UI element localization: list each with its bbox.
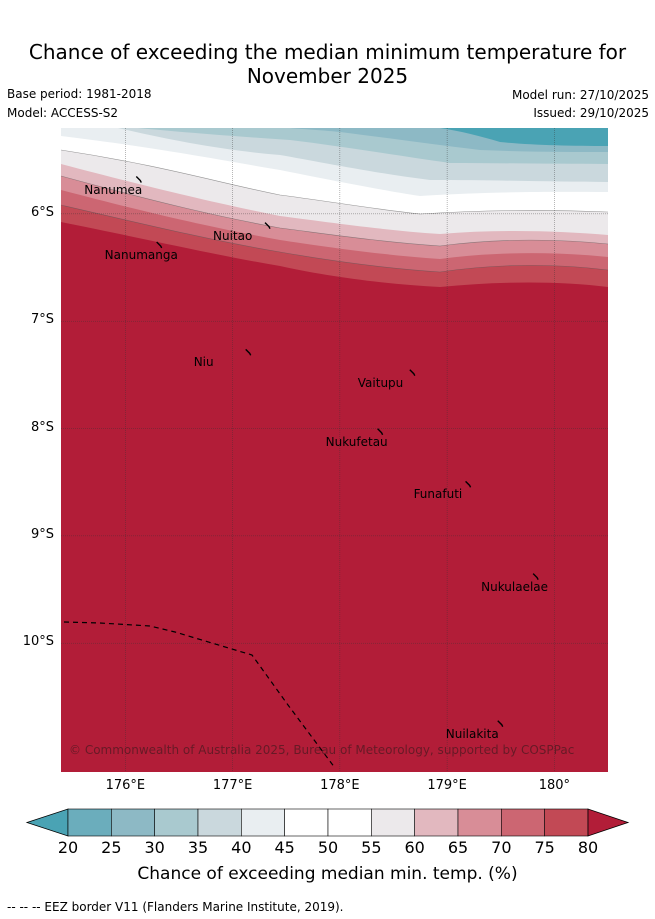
colorbar-segment — [501, 808, 545, 837]
chart-title: Chance of exceeding the median minimum t… — [0, 40, 655, 88]
colorbar-segment — [284, 808, 329, 837]
colorbar-tick-label: 80 — [577, 838, 599, 857]
lon-tick-label: 180° — [538, 778, 571, 793]
island-shape — [465, 480, 472, 488]
island-label: Nukulaelae — [481, 579, 549, 594]
colorbar-segment — [154, 808, 199, 837]
colorbar-segment — [371, 808, 415, 837]
island-label: Funafuti — [413, 487, 463, 502]
colorbar-tick-label: 70 — [491, 838, 512, 857]
islands-layer — [135, 176, 539, 728]
copyright-notice: © Commonwealth of Australia 2025, Bureau… — [69, 743, 575, 757]
issued-date: Issued: 29/10/2025 — [533, 106, 649, 120]
title-line-2: November 2025 — [246, 64, 409, 88]
colorbar-segment — [457, 808, 502, 837]
title-line-1: Chance of exceeding the median minimum t… — [28, 40, 627, 64]
lat-tick-label: 8°S — [30, 419, 54, 435]
colorbar-segment — [197, 808, 242, 837]
lon-tick-label: 177°E — [212, 778, 253, 793]
lat-tick-label: 9°S — [30, 526, 54, 542]
colorbar-extend-high — [587, 808, 630, 837]
contour-lines — [61, 149, 608, 273]
model-name: Model: ACCESS-S2 — [7, 106, 119, 120]
eez-legend: -- -- -- EEZ border V11 (Flanders Marine… — [7, 900, 344, 914]
island-shape — [409, 369, 416, 377]
model-run: Model run: 27/10/2025 — [511, 88, 649, 102]
island-shape — [377, 428, 384, 436]
island-shape — [497, 720, 504, 728]
probability-contours — [61, 128, 608, 772]
colorbar-tick-label: 55 — [361, 838, 382, 857]
colorbar-tick-label: 25 — [101, 838, 122, 857]
colorbar-tick-label: 60 — [404, 838, 425, 857]
island-shape — [135, 176, 142, 183]
island-label: Vaitupu — [357, 375, 404, 390]
colorbar-tick-label: 75 — [534, 838, 555, 857]
graticule — [61, 128, 608, 772]
lon-tick-label: 178°E — [320, 778, 360, 793]
colorbar — [25, 808, 630, 837]
island-label: Nuilakita — [445, 726, 499, 741]
colorbar-label: Chance of exceeding median min. temp. (%… — [137, 864, 518, 884]
colorbar-tick-label: 45 — [274, 838, 295, 857]
colorbar-extend-low — [25, 808, 69, 837]
island-label: Nanumanga — [104, 247, 178, 262]
colorbar-tick-label: 20 — [57, 838, 79, 857]
base-period: Base period: 1981-2018 — [7, 87, 152, 101]
colorbar-segment — [67, 808, 112, 837]
island-shape — [264, 222, 271, 229]
lat-tick-label: 10°S — [22, 634, 54, 650]
colorbar-segment — [241, 808, 285, 837]
island-shape — [532, 573, 539, 580]
lon-tick-label: 179°E — [427, 778, 467, 793]
island-shape — [245, 348, 252, 356]
colorbar-tick-label: 50 — [317, 838, 339, 857]
contour-band-20-25 — [440, 128, 608, 146]
colorbar-segment — [544, 808, 589, 837]
colorbar-tick-label: 35 — [187, 838, 209, 857]
colorbar-segment — [327, 808, 372, 837]
colorbar-tick-label: 30 — [144, 838, 165, 857]
colorbar-tick-label: 65 — [447, 838, 469, 857]
island-shape — [156, 241, 163, 249]
island-label: Niu — [193, 355, 214, 370]
island-label: Nanumea — [84, 182, 143, 197]
lat-tick-label: 6°S — [30, 204, 54, 220]
lat-tick-label: 7°S — [30, 312, 54, 328]
eez-border — [63, 621, 336, 769]
island-label: Nukufetau — [325, 434, 388, 449]
colorbar-tick-label: 40 — [231, 838, 252, 857]
island-label: Nuitao — [213, 228, 253, 243]
lon-tick-label: 176°E — [105, 778, 146, 793]
colorbar-segment — [414, 808, 459, 837]
colorbar-segment — [111, 808, 155, 837]
